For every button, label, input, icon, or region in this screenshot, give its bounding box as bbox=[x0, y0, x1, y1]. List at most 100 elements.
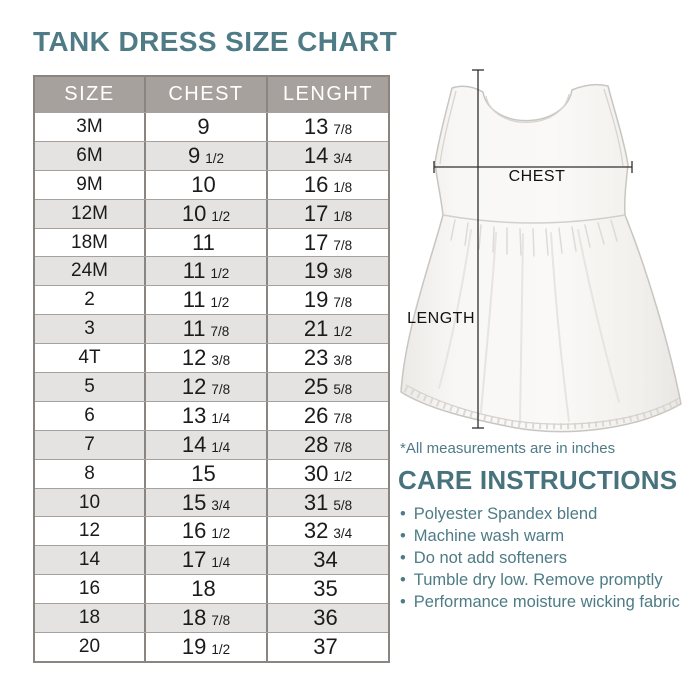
length-value: 32 bbox=[303, 518, 329, 544]
length-cell: 21 1/2 bbox=[266, 315, 388, 344]
length-value: 28 bbox=[303, 431, 329, 457]
care-instruction-text: Do not add softeners bbox=[413, 549, 567, 567]
chest-fraction: 1/2 bbox=[205, 150, 225, 166]
table-row: 12 16 1/2 32 3/4 bbox=[35, 516, 388, 546]
length-cell: 23 3/8 bbox=[266, 344, 388, 373]
size-cell: 18M bbox=[71, 231, 108, 253]
chest-value: 11 bbox=[182, 316, 206, 342]
length-value: 37 bbox=[313, 633, 338, 659]
care-instruction-item: • Polyester Spandex blend bbox=[400, 503, 680, 525]
chest-value: 12 bbox=[181, 373, 207, 399]
chest-cell: 12 3/8 bbox=[144, 344, 266, 373]
length-value: 19 bbox=[303, 287, 329, 313]
chest-fraction: 1/2 bbox=[211, 641, 231, 657]
size-cell: 10 bbox=[78, 491, 101, 513]
length-cell: 31 5/8 bbox=[266, 488, 388, 517]
chest-cell: 10 bbox=[144, 170, 266, 199]
size-cell: 3 bbox=[84, 318, 95, 340]
chest-value: 19 bbox=[181, 633, 207, 659]
length-value: 34 bbox=[313, 547, 338, 573]
chest-value: 11 bbox=[182, 287, 206, 313]
care-instructions-heading: CARE INSTRUCTIONS bbox=[398, 465, 678, 495]
chest-fraction: 3/8 bbox=[211, 353, 231, 369]
size-cell: 8 bbox=[84, 462, 95, 484]
chest-fraction: 1/4 bbox=[211, 439, 231, 455]
table-row: 3M 9 13 7/8 bbox=[35, 112, 388, 141]
length-cell: 16 1/8 bbox=[266, 170, 388, 199]
care-instructions-list: • Polyester Spandex blend • Machine wash… bbox=[400, 503, 680, 613]
length-cell: 32 3/4 bbox=[266, 517, 388, 546]
length-cell: 28 7/8 bbox=[266, 430, 388, 459]
waist-gathers bbox=[450, 219, 618, 257]
table-row: 6M 9 1/2 14 3/4 bbox=[35, 140, 388, 170]
care-instruction-text: Polyester Spandex blend bbox=[413, 505, 598, 523]
skirt-folds bbox=[438, 229, 620, 424]
care-instruction-text: Machine wash warm bbox=[413, 527, 565, 545]
length-cell: 30 1/2 bbox=[266, 459, 388, 488]
length-cell: 37 bbox=[266, 633, 388, 661]
size-cell: 12M bbox=[71, 202, 108, 224]
length-fraction: 3/8 bbox=[333, 266, 353, 282]
chest-fraction: 7/8 bbox=[211, 381, 231, 397]
chest-value: 18 bbox=[181, 605, 207, 631]
table-row: 18 18 7/8 36 bbox=[35, 603, 388, 633]
length-fraction: 3/4 bbox=[333, 150, 353, 166]
table-header-row: SIZE CHEST LENGHT bbox=[35, 77, 388, 112]
length-value: 19 bbox=[303, 258, 329, 284]
length-fraction: 7/8 bbox=[333, 237, 353, 253]
length-value: 36 bbox=[313, 605, 338, 631]
chest-cell: 13 1/4 bbox=[144, 401, 266, 430]
chest-fraction: 1/4 bbox=[211, 555, 231, 571]
chest-fraction: 7/8 bbox=[211, 613, 231, 629]
length-fraction: 1/2 bbox=[333, 468, 353, 484]
dress-illustration: CHEST LENGTH bbox=[393, 55, 693, 447]
length-cell: 25 5/8 bbox=[266, 373, 388, 401]
table-row: 10 15 3/4 31 5/8 bbox=[35, 487, 388, 517]
size-cell: 24M bbox=[71, 260, 108, 282]
chest-value: 12 bbox=[181, 345, 207, 371]
length-fraction: 1/2 bbox=[333, 324, 353, 340]
chest-label: CHEST bbox=[509, 168, 566, 185]
size-cell: 16 bbox=[78, 578, 101, 600]
chest-value: 9 bbox=[197, 113, 210, 139]
measurements-note: *All measurements are in inches bbox=[400, 440, 616, 457]
chest-cell: 16 1/2 bbox=[144, 517, 266, 546]
chest-fraction: 1/2 bbox=[211, 208, 231, 224]
table-row: 24M 11 1/2 19 3/8 bbox=[35, 256, 388, 286]
size-cell: 3M bbox=[76, 115, 103, 137]
length-fraction: 7/8 bbox=[333, 295, 353, 311]
left-armhole-seam bbox=[439, 90, 457, 165]
chest-fraction: 3/4 bbox=[211, 497, 231, 513]
chest-cell: 11 7/8 bbox=[144, 315, 266, 344]
chest-fraction: 1/2 bbox=[210, 295, 230, 311]
size-cell: 7 bbox=[84, 433, 95, 455]
care-instruction-item: • Performance moisture wicking fabric bbox=[400, 591, 680, 613]
chest-measure-line bbox=[433, 161, 633, 173]
length-fraction: 1/8 bbox=[333, 179, 353, 195]
chest-value: 18 bbox=[191, 576, 216, 602]
chest-value: 17 bbox=[181, 547, 207, 573]
chest-cell: 15 3/4 bbox=[144, 488, 266, 517]
chest-value: 10 bbox=[181, 200, 207, 226]
length-measure-line bbox=[472, 69, 484, 429]
chest-fraction: 7/8 bbox=[210, 324, 230, 340]
care-instruction-item: • Do not add softeners bbox=[400, 547, 680, 569]
length-fraction: 1/8 bbox=[333, 208, 353, 224]
hem-inner-seam bbox=[405, 384, 680, 425]
chest-cell: 11 bbox=[144, 228, 266, 257]
page-title: TANK DRESS SIZE CHART bbox=[33, 26, 398, 57]
table-body: 3M 9 13 7/8 6M 9 1/2 14 3/4 bbox=[35, 112, 388, 661]
right-armhole-seam bbox=[603, 88, 624, 167]
length-label: LENGTH bbox=[407, 310, 475, 327]
size-chart-table: SIZE CHEST LENGHT 3M 9 13 7/8 6M 9 1/2 bbox=[33, 75, 390, 663]
chest-cell: 10 1/2 bbox=[144, 199, 266, 228]
chest-cell: 9 1/2 bbox=[144, 141, 266, 170]
tank-dress-graphic: CHEST LENGTH bbox=[400, 69, 682, 433]
size-cell: 9M bbox=[76, 173, 103, 195]
table-row: 8 15 30 1/2 bbox=[35, 458, 388, 488]
care-instruction-text: Tumble dry low. Remove promptly bbox=[413, 571, 663, 589]
chest-value: 16 bbox=[181, 518, 207, 544]
chest-value: 9 bbox=[187, 142, 201, 168]
chest-fraction: 1/4 bbox=[211, 410, 231, 426]
table-row: 16 18 35 bbox=[35, 574, 388, 604]
